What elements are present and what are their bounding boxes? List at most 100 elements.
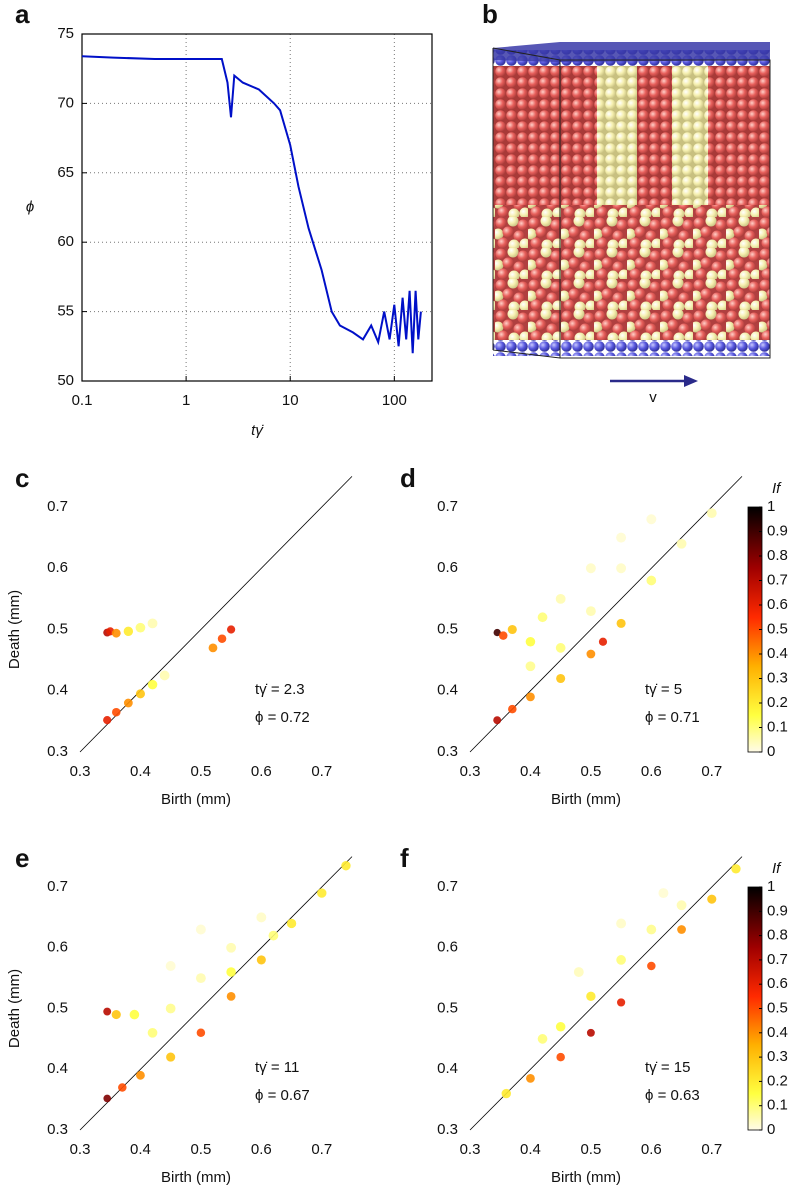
y-tick-label: 0.7: [47, 878, 68, 895]
point: [676, 538, 687, 549]
panel-letter: e: [15, 843, 29, 873]
y-tick-label: 0.3: [47, 743, 68, 760]
point: [585, 606, 596, 617]
point: [165, 961, 176, 971]
point: [136, 1070, 145, 1080]
annotation: tγ̇ = 2.3: [255, 681, 305, 698]
point: [525, 661, 536, 672]
point: [573, 967, 584, 977]
point: [616, 563, 627, 574]
point: [256, 912, 267, 923]
colorbar-tick-label: 0.4: [767, 645, 788, 662]
y-tick-label: 0.4: [47, 1060, 68, 1077]
colorbar-label: If: [772, 480, 782, 497]
y-tick-label: 0.3: [437, 743, 458, 760]
panel-letter: b: [482, 0, 498, 29]
colorbar-label: If: [772, 860, 782, 877]
panel-letter: f: [400, 843, 409, 873]
y-tick-label: 0.4: [437, 682, 458, 699]
colorbar-tick-label: 0.8: [767, 547, 788, 564]
point: [111, 1010, 121, 1020]
colorbar-tick-label: 0: [767, 1121, 775, 1138]
colorbar-tick-label: 0.5: [767, 999, 788, 1016]
point: [123, 626, 134, 637]
arrow-label: v: [649, 389, 657, 406]
annotation: tγ̇ = 15: [645, 1059, 690, 1076]
y-tick-label: 0.4: [437, 1060, 458, 1077]
x-tick-label: 10: [282, 392, 299, 409]
annotation: tγ̇ = 11: [255, 1059, 299, 1076]
colorbar-tick-label: 0.9: [767, 902, 788, 919]
y-tick-label: 70: [57, 94, 74, 111]
y-axis-label: Death (mm): [6, 969, 23, 1048]
point: [165, 1003, 176, 1014]
y-tick-label: 0.5: [437, 999, 458, 1016]
point: [129, 1009, 140, 1020]
annotation: ϕ = 0.71: [645, 709, 700, 726]
diagonal: [79, 856, 353, 1131]
colorbar-tick-label: 0.3: [767, 669, 788, 686]
y-tick-label: 0.5: [437, 620, 458, 637]
colorbar-tick-label: 0.9: [767, 522, 788, 539]
y-tick-label: 0.3: [47, 1121, 68, 1138]
point: [507, 624, 517, 635]
colorbar-tick-label: 1: [767, 498, 775, 515]
point: [123, 698, 133, 708]
y-axis-label: Death (mm): [6, 590, 23, 669]
x-tick-label: 0.5: [190, 763, 211, 780]
y-tick-label: 0.7: [437, 498, 458, 515]
point: [658, 888, 669, 899]
colorbar-tick-label: 0.3: [767, 1048, 788, 1065]
x-tick-label: 0.5: [190, 1141, 211, 1158]
point: [556, 673, 566, 684]
point: [706, 508, 717, 519]
y-axis-label: ϕ: [26, 198, 34, 215]
x-tick-label: 0.5: [580, 1141, 601, 1158]
point: [616, 618, 626, 628]
colorbar-tick-label: 0.8: [767, 927, 788, 944]
data-line: [81, 55, 422, 354]
point: [226, 942, 237, 953]
x-tick-label: 0.4: [130, 1141, 151, 1158]
colorbar-tick-label: 0.7: [767, 951, 788, 968]
x-axis-label: Birth (mm): [551, 791, 621, 808]
point: [731, 864, 741, 874]
point: [286, 918, 297, 929]
x-tick-label: 0.7: [701, 1141, 722, 1158]
point: [493, 716, 502, 725]
point: [195, 973, 206, 984]
point: [217, 634, 227, 643]
point: [556, 1052, 565, 1062]
point: [147, 679, 158, 690]
point: [135, 689, 145, 699]
y-tick-label: 0.5: [47, 999, 68, 1016]
panel-letter: c: [15, 463, 29, 493]
colorbar-tick-label: 1: [767, 878, 775, 895]
x-tick-label: 0.1: [72, 392, 93, 409]
y-tick-label: 0.6: [437, 559, 458, 576]
point: [646, 514, 657, 525]
diagonal: [469, 476, 743, 753]
colorbar-tick-label: 0.1: [767, 718, 788, 735]
colorbar-tick-label: 0.7: [767, 571, 788, 588]
diagonal: [79, 476, 353, 753]
point: [676, 900, 687, 911]
point: [498, 631, 508, 640]
point: [501, 1088, 511, 1099]
colorbar-tick-label: 0: [767, 743, 775, 760]
point: [677, 925, 686, 934]
point: [646, 924, 657, 935]
point: [195, 924, 206, 935]
point: [585, 563, 596, 574]
point: [586, 649, 596, 659]
y-tick-label: 65: [57, 164, 74, 181]
x-tick-label: 0.7: [311, 1141, 332, 1158]
y-tick-label: 75: [57, 25, 74, 42]
colorbar-tick-label: 0.4: [767, 1024, 788, 1041]
x-tick-label: 0.6: [251, 763, 272, 780]
x-axis-label: Birth (mm): [551, 1169, 621, 1186]
annotation: ϕ = 0.63: [645, 1087, 700, 1104]
colorbar-tick-label: 0.1: [767, 1097, 788, 1114]
point: [526, 1073, 535, 1083]
x-tick-label: 0.7: [701, 763, 722, 780]
